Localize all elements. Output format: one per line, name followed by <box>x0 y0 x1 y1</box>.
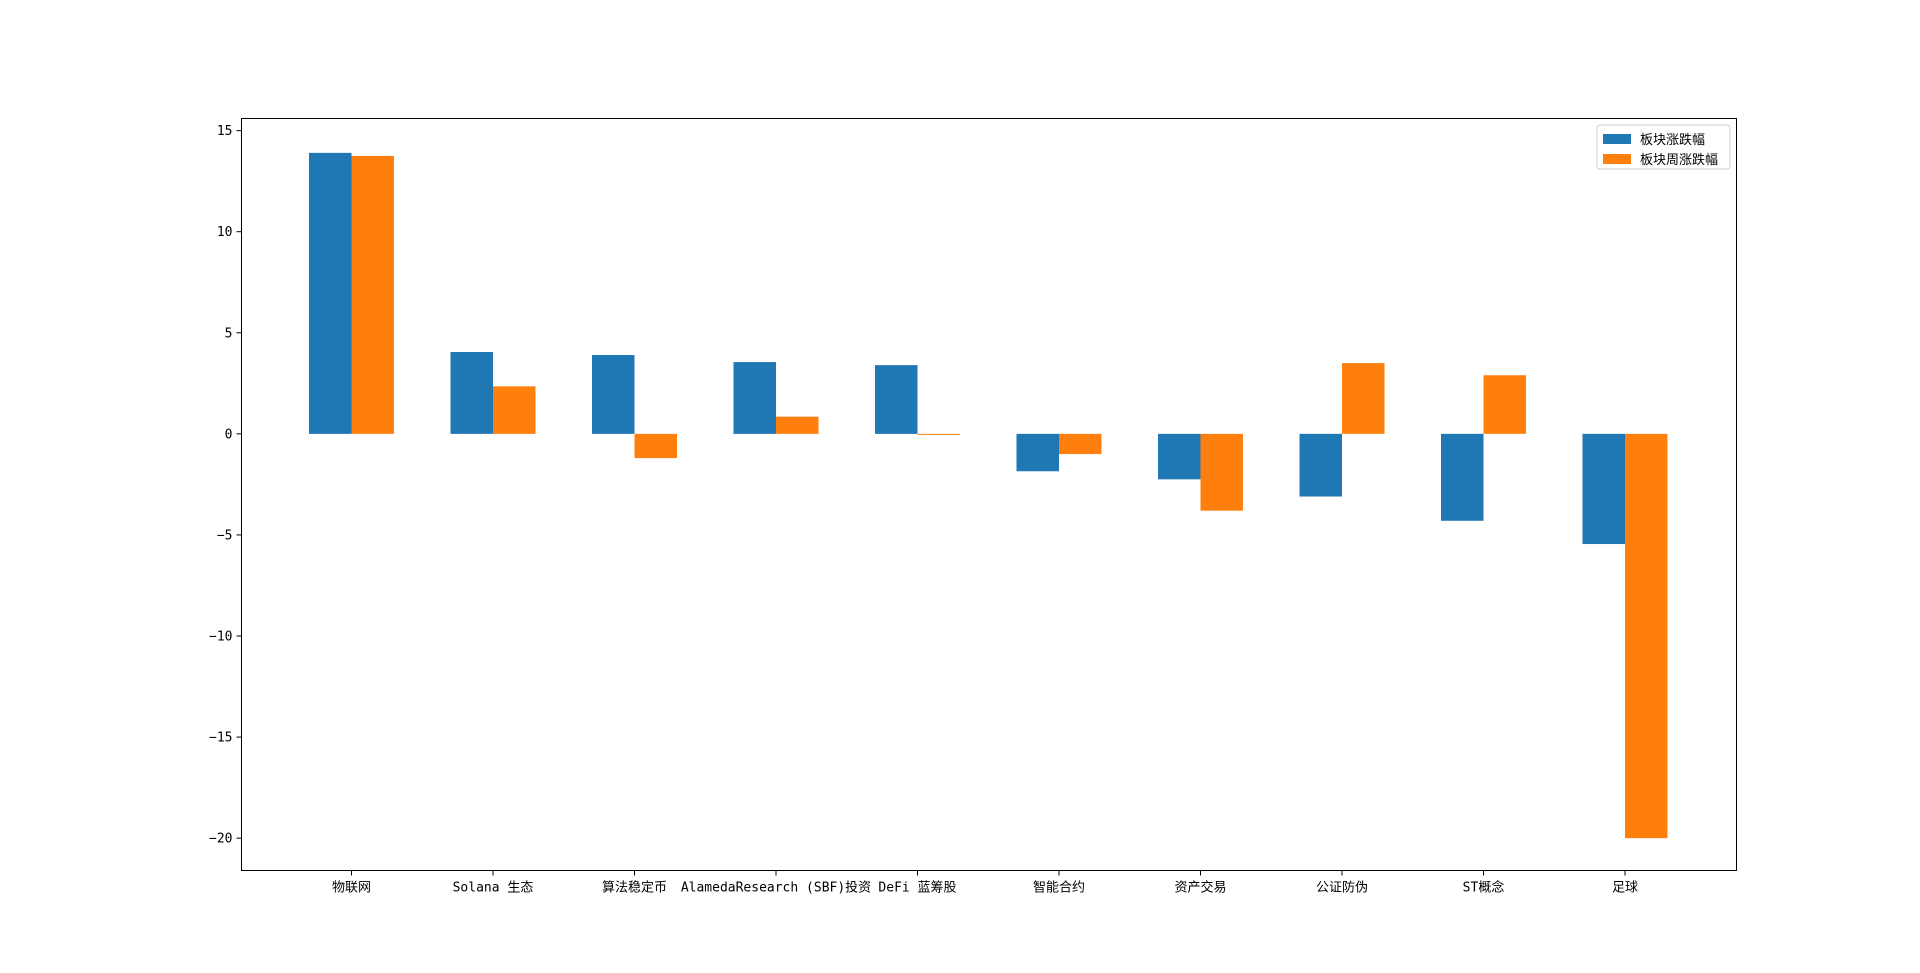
legend-label-2: 板块周涨跌幅 <box>1640 152 1718 168</box>
bar-series2-1 <box>351 155 394 434</box>
x-tick-label-7: 资产交易 <box>1174 880 1226 896</box>
bar-series2-6 <box>1059 433 1102 455</box>
y-tick-label-5: −5 <box>217 528 233 543</box>
bar-series1-4 <box>733 362 776 434</box>
bar-series2-3 <box>634 433 677 459</box>
legend-label-1: 板块涨跌幅 <box>1640 132 1705 148</box>
x-tick-label-1: 物联网 <box>332 881 371 896</box>
bar-series2-5 <box>917 433 960 435</box>
x-tick-label-5: DeFi 蓝筹股 <box>878 880 956 896</box>
y-tick-label-8: −20 <box>209 832 232 847</box>
x-tick-label-4: AlamedaResearch (SBF)投资 <box>681 880 871 896</box>
x-tick-label-3: 算法稳定币 <box>602 880 667 896</box>
y-tick-label-7: −15 <box>209 731 232 746</box>
bar-series1-3 <box>592 355 635 434</box>
x-tick-label-8: 公证防伪 <box>1316 880 1368 896</box>
bar-series1-9 <box>1441 433 1484 521</box>
bar-series2-8 <box>1342 363 1385 434</box>
y-tick-label-6: −10 <box>209 630 232 645</box>
y-axis: 15 10 5 0 −5 −10 −15 −20 <box>209 124 242 847</box>
bar-series2-9 <box>1483 375 1526 434</box>
legend-swatch-2 <box>1603 154 1631 164</box>
bar-series1-7 <box>1158 433 1201 480</box>
x-tick-label-9: ST概念 <box>1463 880 1505 896</box>
bar-series1-5 <box>875 365 918 434</box>
bar-series1-10 <box>1582 433 1625 545</box>
bar-series1-8 <box>1299 433 1342 497</box>
legend-swatch-1 <box>1603 134 1631 144</box>
y-tick-label-1: 15 <box>217 124 233 139</box>
x-axis: 物联网 Solana 生态 算法稳定币 AlamedaResearch (SBF)投资… <box>332 870 1638 896</box>
bar-series2-2 <box>493 386 536 434</box>
y-tick-label-3: 5 <box>225 326 233 341</box>
bar-series1-1 <box>309 152 352 434</box>
plot-frame <box>241 118 1737 871</box>
bar-series2-7 <box>1200 433 1243 511</box>
x-tick-label-10: 足球 <box>1612 881 1638 896</box>
x-tick-label-2: Solana 生态 <box>453 881 534 896</box>
bar-series2-4 <box>776 416 819 434</box>
y-tick-label-4: 0 <box>225 427 233 442</box>
bar-series2-10 <box>1625 433 1668 839</box>
bar-series1-6 <box>1016 433 1059 472</box>
y-tick-label-2: 10 <box>217 225 233 240</box>
x-tick-label-6: 智能合约 <box>1033 881 1085 896</box>
bar-series1-2 <box>450 351 493 434</box>
bars-layer <box>309 152 1668 839</box>
